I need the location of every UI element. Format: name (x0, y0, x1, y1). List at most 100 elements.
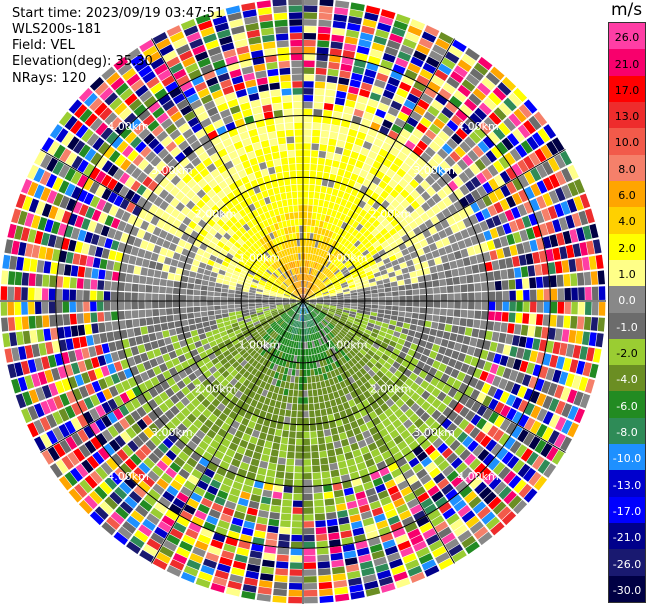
radar-gate (185, 528, 199, 540)
radar-gate (355, 315, 363, 320)
radar-gate (143, 95, 157, 108)
radar-gate (229, 487, 241, 497)
radar-gate (331, 188, 339, 197)
radar-gate (271, 414, 279, 422)
radar-gate (271, 331, 277, 338)
radar-gate (542, 177, 554, 191)
radar-gate (307, 267, 310, 274)
radar-gate (332, 280, 340, 286)
radar-gate (340, 474, 351, 483)
radar-gate (108, 439, 121, 452)
radar-gate (492, 462, 506, 476)
radar-gate (137, 344, 146, 354)
radar-gate (310, 247, 315, 254)
radar-gate (203, 326, 212, 333)
radar-gate (83, 411, 94, 424)
radar-gate (303, 156, 310, 164)
radar-gate (343, 550, 357, 559)
radar-gate (309, 410, 315, 418)
radar-gate (259, 573, 274, 582)
radar-gate (358, 338, 366, 345)
radar-gate (539, 366, 549, 379)
radar-gate (51, 221, 61, 235)
radar-gate (272, 313, 280, 318)
radar-gate (311, 311, 316, 318)
radar-gate (273, 407, 280, 415)
radar-gate (427, 105, 440, 117)
radar-gate (228, 237, 237, 245)
radar-gate (279, 527, 291, 535)
radar-gate (313, 109, 323, 116)
radar-gate (241, 304, 249, 308)
radar-gate (346, 500, 358, 510)
radar-gate (359, 88, 371, 98)
radar-gate (329, 331, 335, 338)
radar-gate (197, 267, 205, 274)
radar-gate (286, 270, 291, 278)
radar-gate (420, 93, 434, 105)
radar-gate (488, 301, 496, 311)
radar-gate (117, 311, 125, 320)
radar-gate (416, 345, 425, 354)
radar-gate (573, 408, 585, 424)
radar-gate (251, 265, 259, 271)
radar-gate (289, 299, 297, 301)
radar-gate (375, 483, 387, 494)
radar-gate (334, 586, 349, 595)
radar-gate (230, 395, 239, 405)
radar-gate (358, 39, 372, 48)
radar-gate (148, 387, 159, 398)
radar-gate (303, 397, 308, 404)
radar-gate (95, 418, 107, 432)
radar-gate (162, 490, 175, 503)
radar-gate (20, 360, 30, 375)
radar-gate (320, 186, 327, 194)
radar-gate (460, 284, 468, 293)
radar-gate (142, 71, 156, 84)
radar-gate (376, 260, 385, 268)
radar-gate (480, 154, 492, 167)
radar-gate (573, 391, 584, 406)
radar-gate (195, 463, 206, 474)
radar-gate (55, 128, 69, 143)
radar-gate (284, 353, 289, 361)
radar-gate (518, 189, 529, 203)
radar-gate (136, 394, 147, 406)
radar-gate (295, 306, 300, 313)
radar-gate (308, 293, 315, 298)
radar-gate (225, 374, 234, 383)
radar-gate (205, 232, 214, 241)
radar-gate (308, 313, 312, 320)
radar-gate (421, 202, 431, 212)
radar-gate (62, 276, 71, 288)
radar-gate (278, 533, 290, 542)
radar-gate (280, 513, 292, 521)
radar-gate (426, 294, 434, 301)
radar-gate (223, 232, 232, 241)
radar-gate (165, 360, 174, 370)
radar-gate (58, 164, 70, 179)
radar-gate (356, 175, 365, 185)
radar-gate (241, 298, 248, 301)
radar-gate (126, 73, 141, 87)
radar-gate (332, 267, 339, 274)
radar-gate (323, 491, 334, 499)
radar-gate (108, 205, 119, 217)
radar-gate (458, 418, 470, 431)
radar-gate (255, 325, 263, 331)
radar-gate (124, 131, 137, 144)
radar-gate (234, 342, 242, 349)
radar-gate (523, 120, 536, 135)
radar-gate (359, 273, 367, 279)
radar-gate (242, 309, 250, 314)
radar-gate (315, 292, 322, 296)
radar-gate (180, 313, 188, 320)
radar-gate (385, 398, 395, 408)
radar-gate (247, 273, 254, 279)
radar-gate (323, 295, 330, 298)
radar-gate (381, 375, 390, 384)
radar-gate (335, 343, 342, 351)
radar-gate (281, 284, 287, 289)
radar-gate (438, 32, 454, 44)
radar-gate (350, 390, 358, 399)
